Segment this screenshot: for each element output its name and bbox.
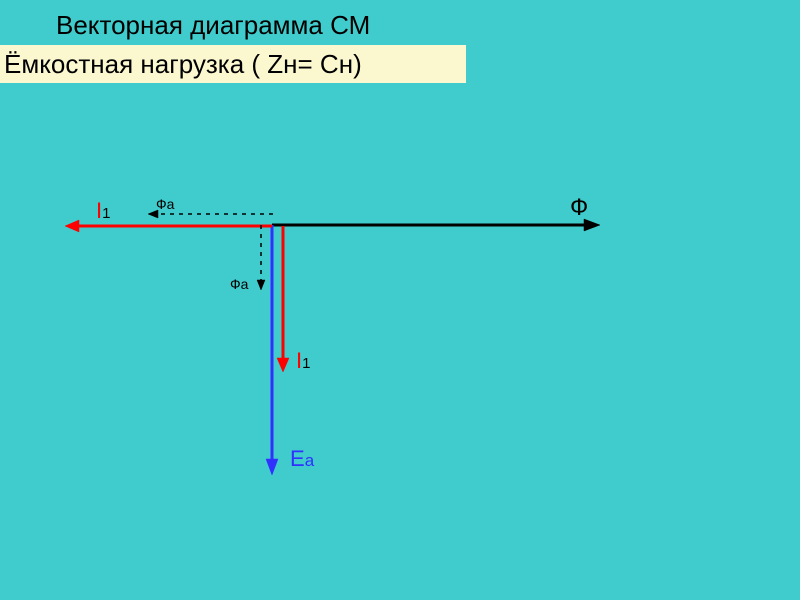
- label-phi: Ф: [570, 194, 588, 222]
- label-Fa-left: Фа: [156, 196, 174, 212]
- label-Fa-down: Фа: [230, 276, 248, 292]
- label-I1-left: I1: [96, 198, 110, 224]
- label-Ea: Ea: [290, 446, 314, 472]
- vector-diagram: [0, 0, 800, 600]
- label-I1-down: I1: [296, 348, 310, 374]
- diagram-canvas: Векторная диаграмма СМ Ёмкостная нагрузк…: [0, 0, 800, 600]
